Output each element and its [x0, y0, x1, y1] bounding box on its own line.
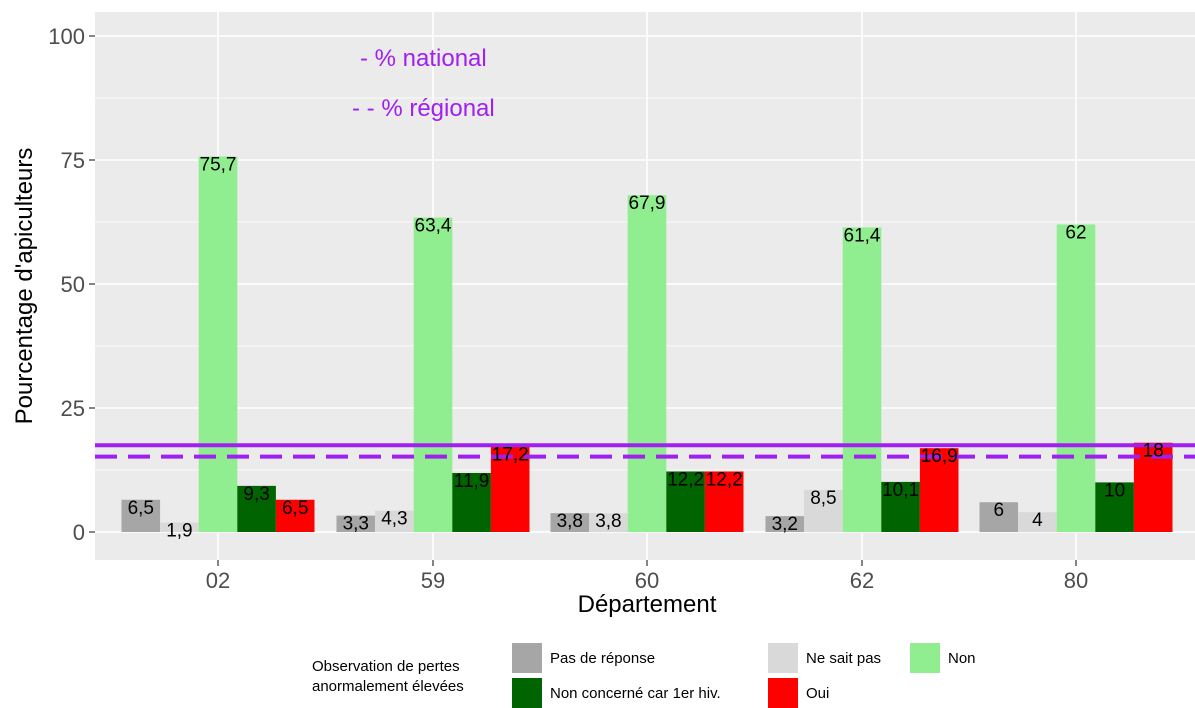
data-label: 1,9: [166, 521, 192, 542]
bar: [627, 195, 667, 532]
legend-item-pas-de-reponse: Pas de réponse: [512, 643, 655, 673]
y-axis-title: Pourcentage d'apiculteurs: [11, 148, 38, 425]
legend-swatch: [910, 643, 940, 673]
legend-label: Non concerné car 1er hiv.: [550, 684, 721, 702]
legend-label: Non: [948, 649, 976, 667]
legend-item-oui: Oui: [768, 678, 829, 708]
data-label: 10: [1104, 480, 1125, 501]
x-axis: 02 59 60 62 80: [206, 560, 1088, 593]
legend-label: Pas de réponse: [550, 649, 656, 667]
bar: [1018, 512, 1057, 532]
data-label: 61,4: [844, 225, 881, 246]
legend-title-line-2: anormalement élevées: [312, 678, 464, 695]
data-label: 12,2: [706, 469, 743, 490]
bar: [413, 217, 453, 532]
x-tick-label: 59: [421, 568, 445, 593]
bar: [979, 502, 1019, 532]
data-label: 16,9: [921, 446, 958, 467]
data-label: 4: [1032, 510, 1043, 531]
data-label: 8,5: [810, 488, 836, 509]
bar: [704, 471, 744, 532]
data-label: 63,4: [415, 216, 452, 237]
bar: [589, 513, 628, 532]
legend-item-ne-sait-pas: Ne sait pas: [768, 643, 881, 673]
bar: [1095, 482, 1134, 532]
bar: [765, 516, 805, 532]
data-label: 18: [1143, 441, 1164, 462]
bar: [121, 499, 161, 532]
y-tick-label: 75: [61, 148, 85, 173]
bar: [1056, 224, 1096, 533]
y-tick-label: 25: [61, 396, 85, 421]
data-label: 12,2: [667, 469, 704, 490]
data-label: 3,8: [557, 511, 583, 532]
data-label: 10,1: [882, 480, 919, 501]
y-axis: 0 25 50 75 100: [48, 24, 95, 545]
data-label: 11,9: [454, 471, 490, 492]
legend-label: Ne sait pas: [806, 649, 882, 667]
x-axis-title: Département: [578, 591, 717, 618]
data-label: 67,9: [629, 193, 666, 214]
legend-item-non: Non: [910, 643, 976, 673]
legend-label: Oui: [806, 684, 830, 702]
bar: [275, 499, 315, 532]
legend-swatch: [512, 678, 542, 708]
bar: [160, 522, 199, 532]
x-tick-label: 02: [206, 568, 230, 593]
data-label: 9,3: [243, 484, 269, 505]
bar: [336, 515, 376, 532]
y-tick-label: 0: [73, 520, 85, 545]
annotations: - % national - - % régional: [352, 45, 495, 122]
bar: [375, 510, 414, 532]
bar: [842, 227, 882, 532]
reference-lines: [95, 443, 1195, 459]
data-label: 4,3: [381, 509, 407, 530]
legend-title: Observation de pertes anormalement élevé…: [312, 657, 512, 697]
legend-item-non-concerne: Non concerné car 1er hiv.: [512, 678, 721, 708]
data-label: 3,2: [772, 514, 798, 535]
bar: [919, 448, 959, 532]
bar: [804, 489, 843, 532]
bar: [237, 485, 276, 532]
bar: [550, 513, 590, 532]
bar: [452, 472, 491, 532]
reference-line-annotation: - % national: [360, 45, 487, 72]
data-label: 62: [1065, 222, 1086, 243]
legend-title-line-1: Observation de pertes: [312, 658, 460, 675]
data-label: 3,3: [343, 514, 369, 535]
bar: [490, 446, 530, 532]
bar: [198, 156, 238, 532]
x-tick-label: 62: [850, 568, 874, 593]
bar-chart: 6,5 1,9 75,7 9,3 6,5 3,3 4,3 63,4 11,917,2 3,8 3,8…: [11, 12, 1195, 618]
legend-swatch: [768, 643, 798, 673]
bars: [121, 156, 1173, 533]
legend: Observation de pertes anormalement élevé…: [312, 640, 1012, 708]
data-label: 3,8: [595, 511, 621, 532]
legend-swatch: [768, 678, 798, 708]
y-tick-label: 100: [48, 24, 85, 49]
data-label: 6,5: [128, 498, 154, 519]
data-label: 17,2: [492, 445, 529, 466]
data-labels: 6,5 1,9 75,7 9,3 6,5 3,3 4,3 63,4 11,917,2 3,8 3,8…: [128, 155, 1164, 542]
x-tick-label: 80: [1064, 568, 1088, 593]
data-label: 75,7: [200, 155, 237, 176]
bar: [666, 471, 705, 532]
data-label: 6: [994, 500, 1005, 521]
bar: [881, 481, 920, 532]
y-tick-label: 50: [61, 272, 85, 297]
legend-swatch: [512, 643, 542, 673]
x-tick-label: 60: [635, 568, 659, 593]
reference-line-annotation: - - % régional: [352, 95, 495, 122]
data-label: 6,5: [282, 498, 308, 519]
